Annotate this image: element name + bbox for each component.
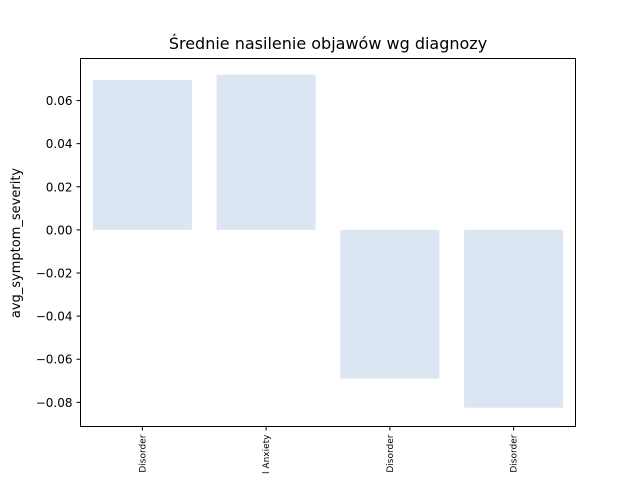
chart-title: Średnie nasilenie objawów wg diagnozy (169, 34, 487, 53)
x-tick-label-3: Disorder (386, 434, 396, 472)
y-tick-label-3: 0.02 (46, 180, 73, 194)
plot-area-frame (80, 58, 576, 427)
y-tick-label-8: −0.08 (36, 396, 73, 410)
y-tick-label-4: 0.00 (46, 223, 73, 237)
bar-series (92, 74, 564, 408)
bar-1 (92, 80, 192, 230)
y-tick-label-1: 0.06 (46, 94, 73, 108)
bar-3 (340, 229, 440, 379)
bar-2 (216, 74, 316, 230)
y-axis-label: avg_symptom_severity (9, 168, 24, 319)
y-tick-label-2: 0.04 (46, 137, 73, 151)
y-axis-ticks: 0.06 0.04 0.02 0.00 −0.02 −0.04 −0.06 −0.08 (36, 94, 81, 410)
x-tick-label-4: Disorder (510, 434, 520, 472)
y-tick-label-6: −0.04 (36, 310, 73, 324)
bar-4 (464, 229, 564, 408)
x-tick-label-2: l Anxiety (262, 434, 272, 474)
y-tick-label-5: −0.02 (36, 267, 73, 281)
x-tick-label-1: Disorder (138, 434, 148, 472)
x-axis-ticks: Disorder l Anxiety Disorder Disorder (138, 426, 520, 474)
y-tick-label-7: −0.06 (36, 353, 73, 367)
